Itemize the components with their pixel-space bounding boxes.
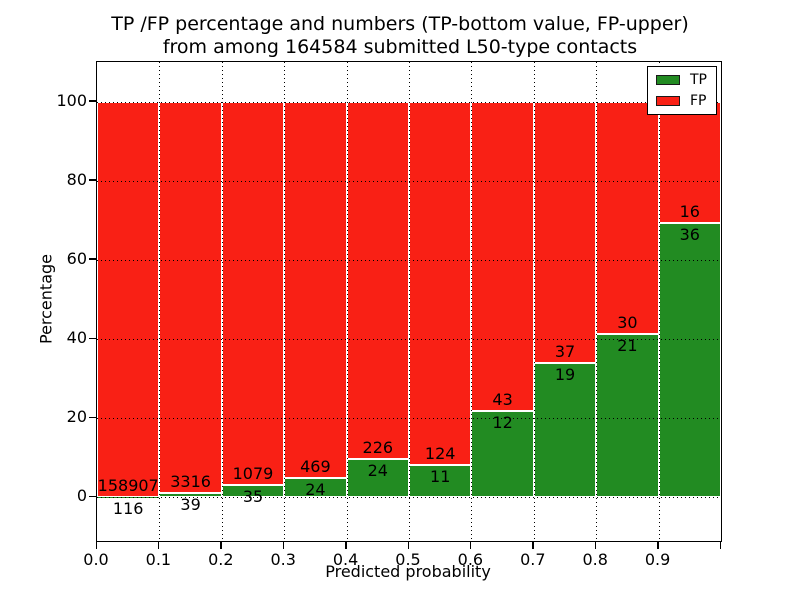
bar-tp-segment — [596, 334, 659, 498]
fp-count-label: 3316 — [170, 471, 211, 491]
gridline-vertical — [471, 62, 473, 541]
x-tick-label: 0.0 — [83, 550, 109, 569]
x-axis-tick — [657, 541, 659, 549]
plot-area: 158907 116 3316 39 1079 35 469 24 226 24 124 11 43 12… — [96, 61, 722, 542]
tp-count-label: 12 — [492, 413, 513, 433]
tp-count-label: 36 — [679, 225, 700, 245]
tp-swatch-icon — [656, 75, 680, 85]
tp-count-label: 19 — [554, 365, 576, 385]
fp-count-label: 124 — [424, 444, 456, 464]
x-axis-tick — [532, 541, 534, 549]
gridline-vertical — [346, 62, 348, 541]
y-tick-label: 100 — [56, 90, 87, 110]
tp-count-label: 21 — [617, 336, 638, 356]
x-tick-label: 0.5 — [395, 550, 421, 569]
gridline-vertical — [159, 62, 161, 541]
x-axis-tick — [719, 541, 721, 549]
y-axis-tick — [89, 258, 96, 260]
x-tick-label: 0.2 — [208, 550, 234, 569]
x-axis-tick — [345, 541, 347, 549]
legend-label-tp: TP — [690, 72, 707, 88]
fp-swatch-icon — [656, 96, 680, 106]
x-tick-label: 0.1 — [145, 550, 172, 569]
gridline-vertical — [221, 62, 223, 541]
gridline-vertical — [409, 62, 410, 541]
fp-count-label: 30 — [617, 313, 638, 333]
y-axis-tick — [89, 179, 96, 181]
tp-count-label: 24 — [305, 480, 326, 500]
x-tick-label: 0.9 — [644, 550, 671, 569]
bars-layer — [97, 62, 721, 541]
x-axis-tick — [220, 541, 222, 549]
bar-fp-segment — [658, 101, 721, 224]
fp-count-label: 1079 — [232, 464, 274, 484]
gridline-vertical — [658, 62, 660, 541]
x-axis-label: Predicted probability — [325, 562, 491, 581]
y-tick-label: 60 — [66, 248, 87, 268]
fp-count-label: 226 — [362, 438, 394, 458]
chart-title: TP /FP percentage and numbers (TP-bottom… — [0, 13, 800, 59]
legend-item-tp: TP — [656, 73, 707, 87]
bar-tp-segment — [471, 411, 534, 498]
y-axis-tick — [89, 495, 96, 498]
chart-title-line2: from among 164584 submitted L50-type con… — [162, 36, 638, 58]
fp-count-label: 16 — [679, 202, 700, 222]
legend-item-fp: FP — [656, 94, 707, 108]
y-tick-label: 20 — [66, 407, 87, 427]
x-axis-tick — [469, 541, 472, 549]
x-tick-label: 0.6 — [457, 550, 484, 569]
chart-title-line1: TP /FP percentage and numbers (TP-bottom… — [111, 13, 689, 35]
x-tick-label: 0.7 — [520, 550, 546, 569]
gridline-vertical — [533, 62, 535, 541]
bar-fp-segment — [159, 101, 222, 493]
legend: TP FP — [647, 66, 717, 115]
tp-count-label: 116 — [112, 499, 144, 519]
fp-count-label: 469 — [300, 457, 331, 477]
fp-count-label: 158907 — [97, 476, 159, 496]
y-tick-label: 40 — [66, 328, 87, 348]
tp-count-label: 11 — [430, 467, 451, 487]
x-tick-label: 0.8 — [582, 550, 608, 569]
annotation-layer: 158907 116 3316 39 1079 35 469 24 226 24 124 11 43 12… — [97, 62, 721, 541]
grid-layer — [97, 62, 721, 541]
bar-tp-segment — [346, 459, 409, 498]
y-tick-label: 0 — [76, 486, 87, 506]
y-axis-tick — [89, 100, 96, 102]
x-axis-tick — [282, 541, 285, 549]
x-tick-label: 0.4 — [332, 550, 359, 569]
x-axis-tick — [407, 541, 409, 549]
bar-fp-segment — [284, 101, 347, 479]
y-axis-tick — [89, 337, 96, 340]
bar-fp-segment — [409, 101, 472, 466]
y-axis-tick — [89, 416, 96, 419]
bar-fp-segment — [533, 101, 597, 364]
bar-fp-segment — [97, 101, 160, 498]
x-axis-tick — [594, 541, 597, 549]
tp-count-label: 35 — [242, 487, 264, 507]
x-tick-label: 0.3 — [270, 550, 296, 569]
tp-count-label: 39 — [180, 494, 201, 514]
fp-count-label: 43 — [492, 390, 513, 410]
y-tick-label: 80 — [66, 169, 87, 189]
gridline-vertical — [284, 62, 286, 541]
fp-count-label: 37 — [554, 342, 576, 362]
legend-label-fp: FP — [690, 93, 707, 109]
tp-count-label: 24 — [367, 461, 388, 481]
bar-tp-segment — [409, 465, 472, 498]
x-axis-tick — [157, 541, 160, 549]
x-axis-tick — [95, 541, 97, 549]
gridline-vertical — [596, 62, 598, 541]
